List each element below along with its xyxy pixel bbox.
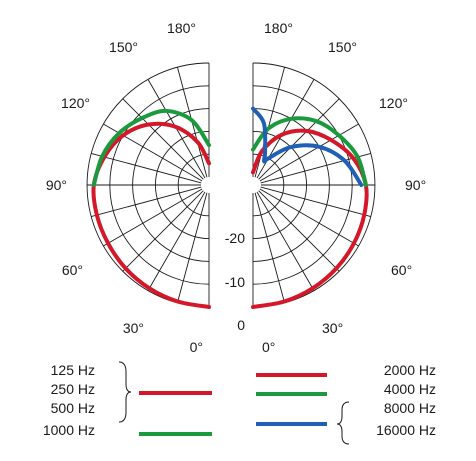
legend-label: 1000 Hz xyxy=(43,422,95,438)
grid-spoke xyxy=(254,192,286,303)
grid-spoke xyxy=(122,190,204,272)
curve-1000-hz xyxy=(91,108,211,187)
polar-curves xyxy=(91,106,369,309)
curve-4000-hz xyxy=(251,116,368,187)
angle-label: 0° xyxy=(190,339,203,355)
legend-label: 2000 Hz xyxy=(384,362,436,378)
angle-label: 120° xyxy=(61,95,90,111)
frequency-legend: 125 Hz 250 Hz 500 Hz 1000 Hz 2000 Hz 4000 Hz 8… xyxy=(43,361,436,445)
grid-spoke xyxy=(147,191,206,291)
db-label: -10 xyxy=(225,274,245,290)
grid-spoke xyxy=(91,152,202,184)
polar-grid-left xyxy=(86,62,210,308)
legend-label: 250 Hz xyxy=(51,381,95,397)
grid-spoke xyxy=(103,188,203,247)
angle-label: 0° xyxy=(262,339,275,355)
angle-label: 150° xyxy=(109,39,138,55)
db-label: -20 xyxy=(225,230,245,246)
angle-label: 90° xyxy=(46,177,67,193)
grid-spoke xyxy=(256,191,315,291)
legend-label: 8000 Hz xyxy=(384,400,436,416)
curve-8000-hz-16000-hz xyxy=(251,106,364,187)
grid-spoke xyxy=(91,186,202,218)
legend-label: 500 Hz xyxy=(51,400,95,416)
angle-label: 90° xyxy=(405,177,426,193)
angle-label: 150° xyxy=(328,39,357,55)
chart-labels: 180° 150° 120° 90° 60° 30° 0° 180° 150° 120° 90° 60… xyxy=(46,20,426,355)
grid-spoke xyxy=(122,98,204,180)
angle-label: 60° xyxy=(62,262,83,278)
legend-label: 4000 Hz xyxy=(384,381,436,397)
angle-label: 30° xyxy=(322,320,343,336)
grid-spoke xyxy=(176,192,208,303)
angle-label: 60° xyxy=(391,262,412,278)
grid-spoke xyxy=(259,123,359,182)
legend-bracket xyxy=(118,361,132,423)
angle-label: 120° xyxy=(379,95,408,111)
legend-label: 125 Hz xyxy=(51,362,95,378)
polar-grid-right xyxy=(252,62,376,308)
grid-spoke xyxy=(258,98,340,180)
grid-spoke xyxy=(259,188,359,247)
legend-bracket xyxy=(336,401,350,445)
legend-label: 16000 Hz xyxy=(376,422,436,438)
grid-spoke xyxy=(258,190,340,272)
angle-label: 180° xyxy=(264,20,293,36)
angle-label: 30° xyxy=(123,320,144,336)
grid-spoke xyxy=(260,186,371,218)
angle-label: 180° xyxy=(167,20,196,36)
db-label: 0 xyxy=(237,317,245,333)
